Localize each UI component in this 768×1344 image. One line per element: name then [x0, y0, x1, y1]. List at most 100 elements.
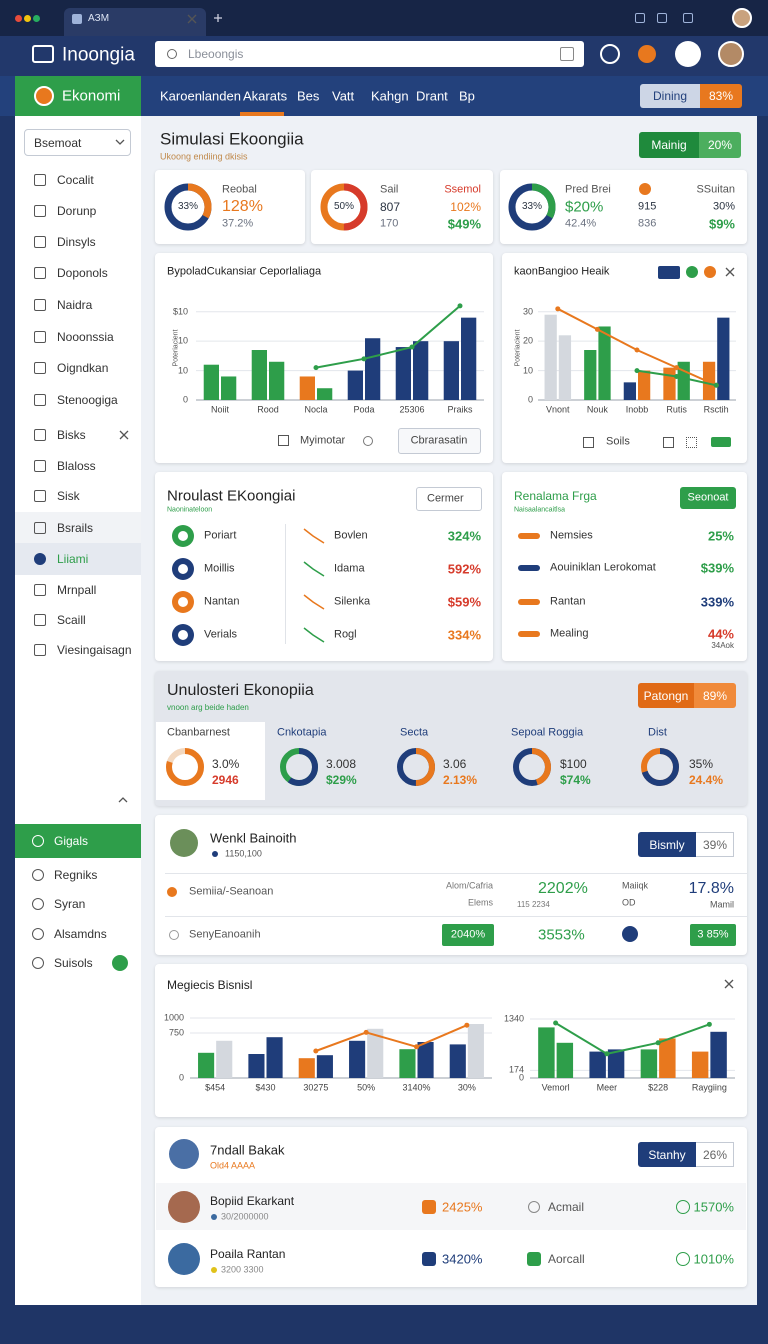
x-tick-label: Rood — [257, 404, 279, 415]
kpi-sub: $49% — [447, 216, 481, 232]
summary-secondary: 2946 — [212, 773, 239, 787]
button-value[interactable] — [700, 84, 742, 108]
row-value: $59% — [447, 594, 481, 610]
settings-icon — [638, 45, 656, 63]
sidebar-dropdown[interactable] — [24, 129, 131, 156]
x-tick-label: Nocla — [304, 404, 328, 415]
y-tick-label: 1000 — [163, 1012, 184, 1023]
browser-tab[interactable] — [64, 8, 206, 36]
window-icon — [635, 13, 645, 23]
brand-name: Inoongia — [62, 44, 135, 66]
window-dot — [23, 14, 31, 22]
badge — [112, 955, 128, 971]
kpi-name: Ssemol — [444, 183, 481, 196]
row-icon — [527, 1252, 541, 1266]
x-tick-label: 3140% — [402, 1082, 431, 1093]
summary-name: Cbanbarnest — [167, 726, 230, 739]
nav-icon — [34, 205, 46, 217]
status-dot — [212, 851, 218, 857]
button-value-label: 39% — [702, 837, 728, 852]
panel-dropdown[interactable] — [416, 487, 482, 511]
y-tick-label: 0 — [518, 1072, 524, 1083]
search-box[interactable] — [155, 41, 584, 67]
row-value: 1570% — [693, 1199, 734, 1215]
nav-active-indicator — [240, 112, 284, 116]
row-icon — [169, 930, 179, 940]
row-value: 592% — [447, 561, 481, 577]
row-badge — [690, 924, 736, 946]
button[interactable] — [639, 132, 699, 158]
y-tick-label: 10 — [177, 365, 188, 376]
row-value: 3420% — [442, 1251, 483, 1267]
row-icon — [167, 887, 177, 897]
button[interactable] — [638, 832, 696, 857]
panel — [502, 253, 747, 463]
x-tick-label: 50% — [357, 1082, 376, 1093]
button[interactable] — [638, 683, 694, 708]
summary-primary: 3.06 — [443, 757, 467, 771]
row-note: 34Aok — [711, 641, 734, 650]
button-label: Patongn — [643, 688, 689, 703]
row-name: Moillis — [204, 562, 235, 575]
row-value: $39% — [700, 560, 734, 576]
row-icon — [518, 631, 540, 637]
button-outline — [696, 1142, 734, 1167]
row-meta: 3200 3300 — [221, 1264, 264, 1275]
button-value-label: 89% — [702, 688, 728, 703]
nav-item: Karoenlanden — [160, 88, 241, 104]
summary-secondary: 24.4% — [689, 773, 724, 787]
button-value[interactable] — [699, 132, 741, 158]
dropdown-label: Cermer — [427, 492, 464, 505]
section-title: Unulosteri Ekonopiia — [167, 682, 314, 699]
row-meta: 30/2000000 — [221, 1211, 269, 1222]
row-value: 17.8% — [688, 880, 734, 897]
status-dot — [211, 1214, 217, 1220]
chart-button[interactable] — [398, 428, 481, 454]
y-tick-label: 20 — [522, 335, 533, 346]
summary-primary: 3.008 — [326, 757, 357, 771]
row-label: Acmail — [548, 1200, 585, 1214]
x-tick-label: Vemorl — [541, 1082, 570, 1093]
kpi-value: 102% — [450, 200, 481, 214]
nav-icon — [34, 362, 46, 374]
button[interactable] — [638, 1142, 696, 1167]
button[interactable] — [640, 84, 700, 108]
button-value[interactable] — [694, 683, 736, 708]
check-icon — [676, 1252, 690, 1266]
panel-title: Megiecis Bisnisl — [167, 978, 253, 992]
row-value: 44% — [707, 626, 734, 642]
nav-icon — [34, 236, 46, 248]
window-icon — [657, 13, 667, 23]
x-tick-label: Rsctih — [703, 404, 729, 415]
icon — [711, 437, 731, 447]
page-subtitle: Ukoong endiing dkisis — [160, 151, 248, 162]
sidebar-item: Naidra — [57, 298, 93, 312]
row-value: 25% — [707, 528, 734, 544]
y-tick-label: 750 — [168, 1027, 184, 1038]
x-tick-label: Nouk — [586, 404, 608, 415]
legend-checkbox[interactable] — [278, 435, 289, 446]
button-value-label: 26% — [702, 1147, 728, 1162]
row-icon — [518, 533, 540, 539]
check-icon — [676, 1200, 690, 1214]
check-icon — [622, 926, 638, 942]
avatar — [168, 1191, 200, 1223]
user-avatar — [675, 41, 701, 67]
row-badge-label: 3 85% — [697, 928, 729, 941]
sidebar-item: Stenoogiga — [57, 393, 118, 407]
legend-checkbox[interactable] — [663, 437, 674, 448]
row-icon — [518, 599, 540, 605]
summary-name: Dist — [648, 726, 667, 739]
button-value[interactable] — [696, 1142, 734, 1167]
row-name: Poaila Rantan — [210, 1247, 286, 1261]
panel-button[interactable] — [680, 487, 736, 509]
button-value[interactable] — [696, 832, 734, 857]
nav-icon — [32, 835, 44, 847]
chart-badge — [704, 266, 716, 278]
avatar — [168, 1243, 200, 1275]
kpi-name: Reobal — [222, 183, 257, 196]
button-value-label: 83% — [708, 89, 734, 103]
panel-title: Nroulast EKoongiai — [167, 487, 296, 505]
row-label: OD — [622, 897, 636, 908]
x-tick-label: Praiks — [447, 404, 473, 415]
